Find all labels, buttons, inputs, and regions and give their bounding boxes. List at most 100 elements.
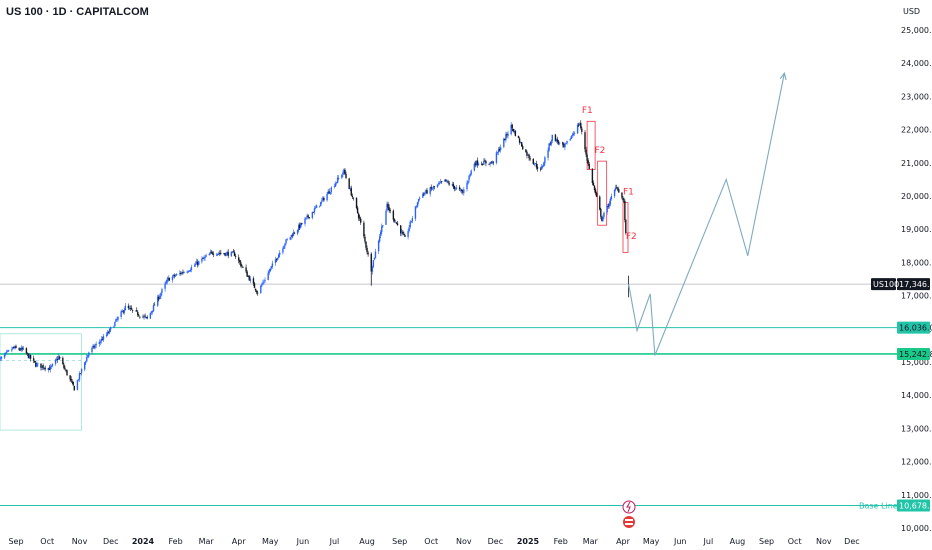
candle-body [462, 191, 464, 193]
time-axis[interactable]: Sep Oct Nov Dec 2024 Feb Mar Apr May Jun Jul Aug Sep… [8, 537, 859, 546]
candle-body [497, 149, 500, 153]
candle-body [174, 275, 177, 277]
candle-body [569, 139, 571, 141]
candle-body [621, 192, 623, 198]
candle-body [517, 136, 520, 139]
candle-body [227, 251, 229, 256]
candle-body [276, 257, 279, 260]
candle-body [336, 177, 339, 183]
candle-body [528, 154, 530, 159]
time-tick-label: Dec [488, 537, 503, 546]
candle-body [423, 193, 425, 195]
annotation-label-1[interactable]: F1 [582, 106, 593, 116]
candle-body [447, 181, 449, 183]
candle-body [356, 207, 359, 214]
candle-body [606, 205, 608, 213]
level-16036-badge-text: 16,036.0 [899, 324, 932, 333]
price-tick-label: 21,000.0 [901, 159, 932, 168]
candle-body [143, 316, 145, 318]
candle-body [87, 355, 89, 358]
candle-body [114, 321, 116, 327]
annotation-label-2[interactable]: F2 [595, 146, 606, 156]
level-15242-badge-bg [897, 347, 930, 360]
candle-body [543, 162, 545, 167]
candle-body [5, 351, 8, 353]
candle-body [614, 187, 617, 190]
candle-body [539, 168, 542, 170]
candle-body [44, 367, 46, 370]
candle-body [292, 232, 295, 237]
candle-body [378, 236, 381, 242]
time-tick-label: Dec [103, 537, 118, 546]
candle-body [211, 252, 214, 254]
candle-body [496, 152, 499, 153]
time-tick-label: Jun [673, 537, 687, 546]
candle-body [157, 296, 159, 306]
horizontal-levels[interactable] [0, 283, 897, 506]
candle-body [498, 149, 501, 151]
candle-body [179, 272, 181, 275]
candle-body [327, 191, 329, 195]
candle-body [526, 151, 528, 156]
candle-body [409, 221, 411, 228]
candle-body [467, 180, 469, 184]
candle-body [337, 177, 340, 179]
projection-line[interactable] [628, 73, 785, 356]
candle-body [194, 263, 197, 265]
candle-body [246, 271, 248, 277]
annotation-label-4[interactable]: F2 [626, 232, 637, 242]
candle-body [617, 188, 619, 190]
candle-body [527, 154, 529, 156]
candle-body [506, 133, 508, 136]
projection-path[interactable] [628, 71, 787, 356]
candle-body [216, 253, 219, 255]
candle-body [618, 189, 620, 193]
candle-body [593, 185, 596, 190]
time-tick-label: Sep [8, 537, 23, 546]
candle-body [56, 359, 59, 360]
candle-body [609, 198, 612, 205]
time-tick-label: Jun [296, 537, 310, 546]
candle-body [12, 346, 14, 349]
candle-body [381, 226, 383, 233]
candle-body [285, 239, 287, 244]
candle-body [189, 270, 192, 272]
candle-body [208, 254, 210, 256]
candle-body [106, 332, 109, 335]
candle-body [547, 150, 549, 158]
candle-body [254, 288, 257, 291]
candle-body [76, 380, 79, 390]
candle-body [477, 164, 480, 166]
candle-body [215, 254, 218, 256]
candle-body [448, 182, 450, 185]
candle-body [395, 222, 398, 224]
highlight-zones [0, 120, 629, 431]
candle-body [520, 142, 523, 147]
candle-body [484, 160, 486, 162]
consolidation-zone-box [0, 333, 82, 431]
candle-body [223, 253, 225, 254]
candle-body [167, 277, 169, 280]
candle-body [271, 263, 274, 267]
candle-body [231, 251, 234, 253]
candle-body [107, 332, 110, 334]
candle-body [373, 257, 376, 260]
price-axis[interactable]: USD 10,000.0 11,000.0 12,000.0 13,000.0 14,00… [901, 7, 932, 533]
candle-body [571, 135, 574, 136]
candle-body [591, 168, 594, 184]
candle-body [29, 354, 32, 359]
candle-body [51, 363, 54, 367]
event-markers[interactable] [622, 500, 636, 528]
candle-body [320, 201, 322, 207]
candle-body [130, 307, 133, 310]
candle-body [357, 213, 360, 218]
candle-body [555, 139, 558, 142]
annotation-label-3[interactable]: F1 [623, 187, 634, 197]
candle-body [522, 146, 524, 150]
symbol-title[interactable]: US 100 · 1D · CAPITALCOM [6, 6, 149, 18]
annotations[interactable]: F1 F2 F1 F2 [582, 106, 637, 242]
candle-body [128, 308, 131, 309]
candle-body [473, 163, 476, 171]
us-flag-event-icon[interactable] [623, 516, 635, 528]
